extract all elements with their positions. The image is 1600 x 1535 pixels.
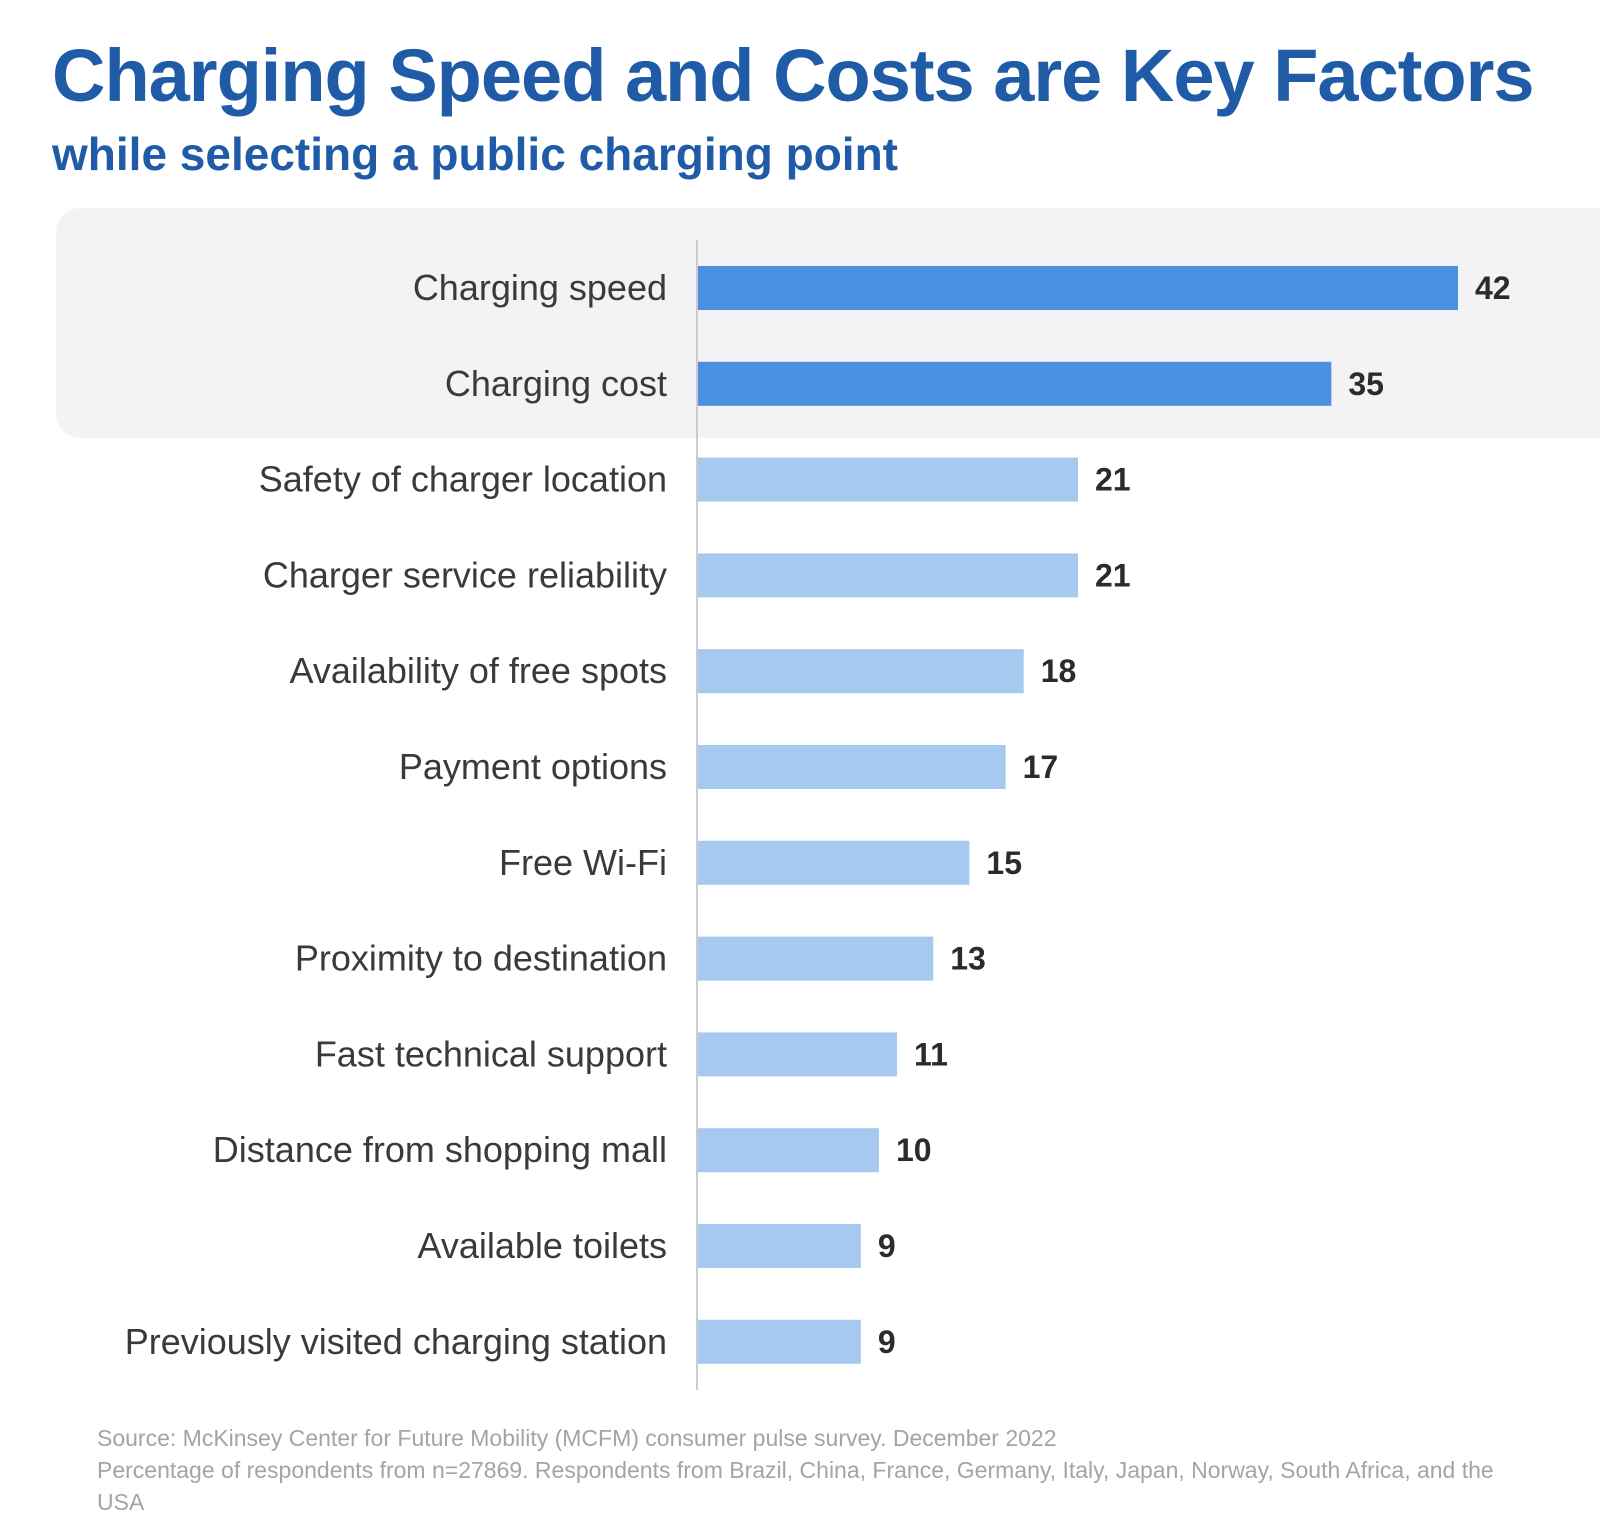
value-label: 9 [878, 1228, 896, 1264]
value-label: 35 [1348, 366, 1384, 402]
bar-fast-technical-support [698, 1032, 898, 1077]
bar-distance-from-shopping-mall [698, 1128, 879, 1173]
category-label: Proximity to destination [295, 938, 667, 979]
value-label: 17 [1023, 749, 1059, 785]
category-label: Charging speed [413, 267, 667, 308]
category-label: Payment options [399, 746, 667, 787]
category-label: Distance from shopping mall [213, 1129, 667, 1170]
source-line-2: Percentage of respondents from n=27869. … [97, 1457, 1494, 1515]
value-label: 21 [1095, 557, 1131, 593]
value-label: 18 [1041, 653, 1077, 689]
category-label: Charger service reliability [263, 554, 667, 595]
bar-proximity-to-destination [698, 936, 934, 981]
value-label: 11 [914, 1036, 948, 1072]
category-label: Charging cost [445, 363, 667, 404]
value-label: 10 [896, 1132, 932, 1168]
value-label: 13 [950, 941, 986, 977]
source-note: Source: McKinsey Center for Future Mobil… [97, 1422, 1517, 1518]
bar-available-toilets [698, 1224, 861, 1268]
value-label: 9 [878, 1324, 896, 1360]
bar-free-wi-fi [698, 840, 970, 885]
category-label: Available toilets [418, 1225, 668, 1266]
value-label: 15 [986, 845, 1022, 881]
bar-charging-cost [698, 361, 1332, 406]
bar-charging-speed [698, 266, 1458, 310]
category-label: Previously visited charging station [125, 1321, 667, 1362]
bar-safety-of-charger-location [698, 457, 1078, 502]
bar-previously-visited-charging-station [698, 1319, 861, 1364]
value-label: 42 [1475, 270, 1511, 306]
bar-availability-of-free-spots [698, 649, 1024, 694]
chart-title: Charging Speed and Costs are Key Factors [52, 34, 1535, 117]
category-label: Free Wi-Fi [499, 842, 667, 883]
bar-payment-options [698, 745, 1006, 789]
category-label: Fast technical support [315, 1033, 667, 1074]
chart-subtitle: while selecting a public charging point [52, 128, 898, 180]
bar-charger-service-reliability [698, 553, 1078, 598]
value-label: 21 [1095, 462, 1131, 498]
source-line-1: Source: McKinsey Center for Future Mobil… [97, 1425, 1057, 1451]
category-label: Availability of free spots [289, 650, 667, 691]
category-label: Safety of charger location [259, 459, 667, 500]
